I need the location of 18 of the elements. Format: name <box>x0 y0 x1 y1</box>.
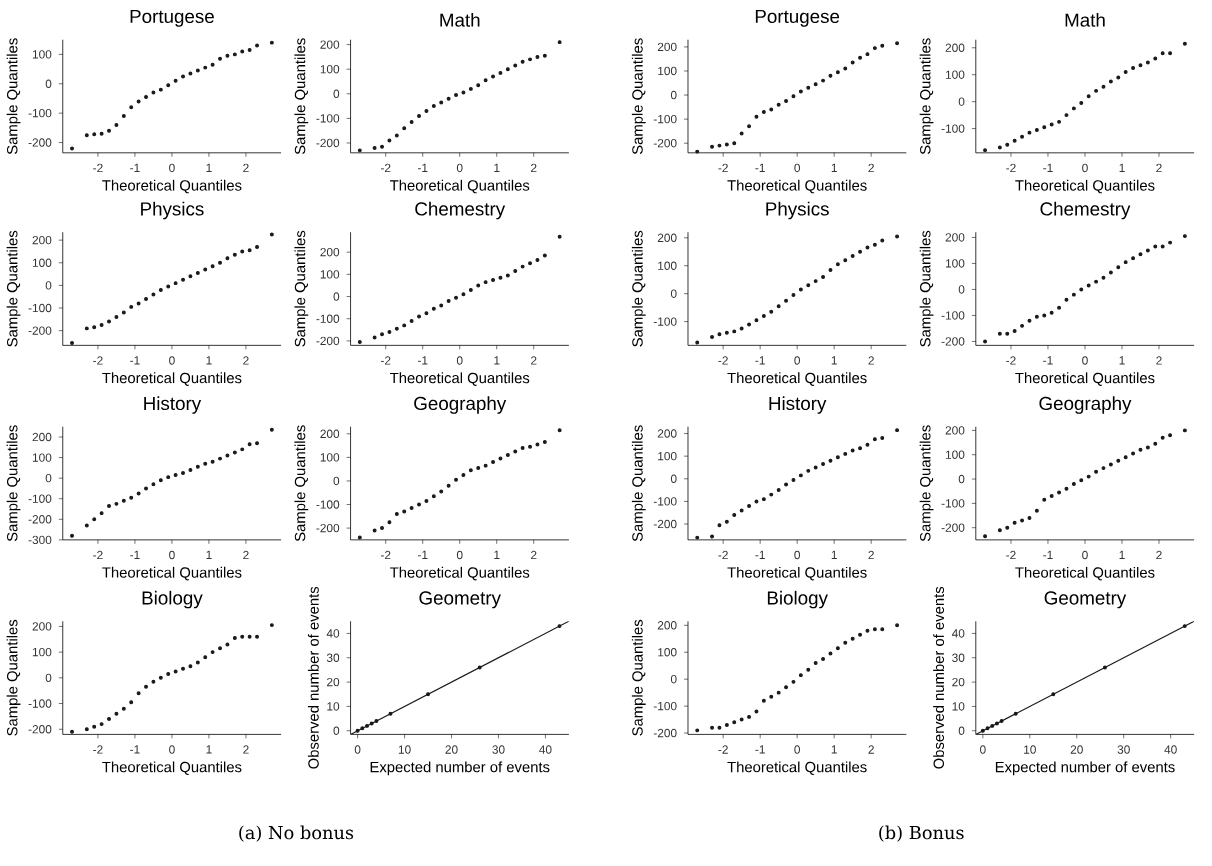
chart-title: Chemestry <box>415 202 506 220</box>
chart-title: Physics <box>766 202 829 220</box>
chart-title: History <box>769 396 827 415</box>
chart-title: Geography <box>1039 396 1132 415</box>
chart-title: Portugese <box>130 10 214 28</box>
chart-title: Biology <box>142 591 203 609</box>
chart-title: Math <box>1065 13 1105 28</box>
text: (a) No bonus <box>239 825 354 843</box>
chart-title: Geography <box>414 396 507 415</box>
chart-title: Physics <box>141 202 204 220</box>
text: (b) Bonus <box>879 825 964 843</box>
chart-title: Geometry <box>1044 591 1127 609</box>
chart-title: Portugese <box>755 10 840 28</box>
chart-title: Geometry <box>419 591 501 609</box>
chart-title: History <box>144 396 202 415</box>
chart-title: Biology <box>767 591 828 609</box>
chart-title: Math <box>440 13 480 28</box>
chart-title: Chemestry <box>1040 202 1131 220</box>
